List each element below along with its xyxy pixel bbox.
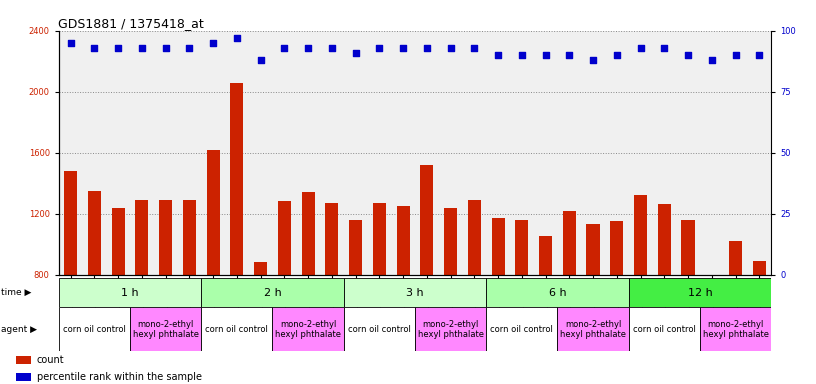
Point	[326, 45, 339, 51]
Point	[515, 52, 528, 58]
Point	[729, 52, 742, 58]
Bar	[628, 278, 771, 307]
Bar	[752, 261, 765, 275]
Bar	[112, 207, 125, 275]
Point	[634, 45, 647, 51]
Bar	[515, 220, 528, 275]
Bar	[373, 203, 386, 275]
Point	[64, 40, 78, 46]
Bar	[16, 356, 31, 364]
Bar	[344, 307, 415, 351]
Point	[420, 45, 433, 51]
Text: corn oil control: corn oil control	[63, 325, 126, 334]
Text: 3 h: 3 h	[406, 288, 424, 298]
Text: percentile rank within the sample: percentile rank within the sample	[37, 372, 202, 382]
Bar	[159, 200, 172, 275]
Text: agent ▶: agent ▶	[1, 325, 37, 334]
Point	[112, 45, 125, 51]
Point	[349, 50, 362, 56]
Text: 6 h: 6 h	[548, 288, 566, 298]
Bar	[587, 224, 600, 275]
Point	[587, 57, 600, 63]
Text: time ▶: time ▶	[1, 288, 31, 297]
Text: GDS1881 / 1375418_at: GDS1881 / 1375418_at	[58, 17, 204, 30]
Bar	[444, 207, 457, 275]
Text: mono-2-ethyl
hexyl phthalate: mono-2-ethyl hexyl phthalate	[275, 319, 341, 339]
Bar	[420, 165, 433, 275]
Point	[397, 45, 410, 51]
Point	[705, 57, 718, 63]
Point	[563, 52, 576, 58]
Bar	[610, 221, 623, 275]
Bar	[206, 150, 220, 275]
Text: 12 h: 12 h	[688, 288, 712, 298]
Bar	[202, 278, 344, 307]
Bar	[273, 307, 344, 351]
Point	[491, 52, 504, 58]
Bar	[468, 200, 481, 275]
Point	[752, 52, 765, 58]
Bar	[16, 372, 31, 381]
Bar	[254, 262, 267, 275]
Bar	[64, 171, 78, 275]
Bar	[344, 278, 486, 307]
Point	[183, 45, 196, 51]
Point	[230, 35, 243, 41]
Bar	[557, 307, 628, 351]
Bar	[700, 307, 771, 351]
Text: count: count	[37, 356, 64, 366]
Point	[610, 52, 623, 58]
Point	[135, 45, 149, 51]
Point	[658, 45, 671, 51]
Text: mono-2-ethyl
hexyl phthalate: mono-2-ethyl hexyl phthalate	[133, 319, 198, 339]
Bar	[202, 307, 273, 351]
Point	[539, 52, 552, 58]
Bar	[135, 200, 149, 275]
Bar	[729, 241, 742, 275]
Bar	[183, 200, 196, 275]
Bar	[326, 203, 339, 275]
Point	[444, 45, 457, 51]
Bar	[230, 83, 243, 275]
Bar	[628, 307, 700, 351]
Bar	[88, 191, 101, 275]
Bar	[634, 195, 647, 275]
Bar	[563, 210, 576, 275]
Text: corn oil control: corn oil control	[633, 325, 696, 334]
Bar	[491, 218, 504, 275]
Bar	[415, 307, 486, 351]
Bar	[397, 206, 410, 275]
Text: mono-2-ethyl
hexyl phthalate: mono-2-ethyl hexyl phthalate	[418, 319, 484, 339]
Text: corn oil control: corn oil control	[490, 325, 553, 334]
Point	[468, 45, 481, 51]
Point	[206, 40, 220, 46]
Bar	[486, 307, 557, 351]
Point	[681, 52, 694, 58]
Text: 1 h: 1 h	[122, 288, 139, 298]
Bar	[486, 278, 628, 307]
Bar	[277, 201, 290, 275]
Point	[277, 45, 290, 51]
Bar	[539, 237, 552, 275]
Point	[373, 45, 386, 51]
Bar	[59, 278, 202, 307]
Text: mono-2-ethyl
hexyl phthalate: mono-2-ethyl hexyl phthalate	[703, 319, 769, 339]
Point	[254, 57, 267, 63]
Bar	[130, 307, 202, 351]
Text: 2 h: 2 h	[264, 288, 282, 298]
Point	[88, 45, 101, 51]
Bar	[681, 220, 694, 275]
Bar	[658, 204, 671, 275]
Text: corn oil control: corn oil control	[206, 325, 268, 334]
Bar	[349, 220, 362, 275]
Bar	[302, 192, 315, 275]
Bar	[59, 307, 130, 351]
Text: corn oil control: corn oil control	[348, 325, 410, 334]
Point	[302, 45, 315, 51]
Text: mono-2-ethyl
hexyl phthalate: mono-2-ethyl hexyl phthalate	[560, 319, 626, 339]
Point	[159, 45, 172, 51]
